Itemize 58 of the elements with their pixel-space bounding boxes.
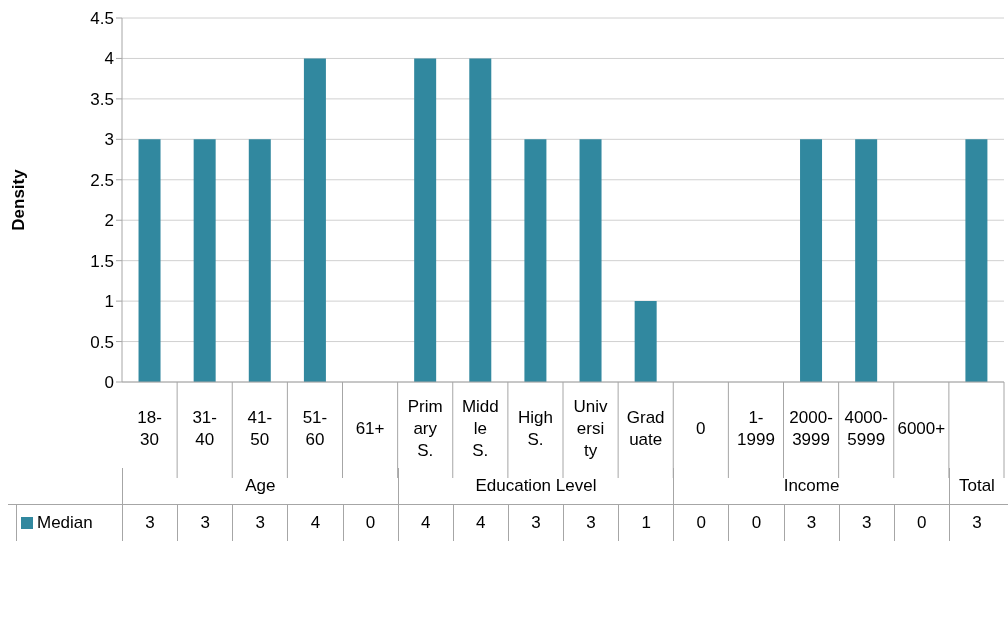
bar bbox=[855, 139, 878, 382]
text: Age bbox=[122, 468, 398, 504]
x-tick-label: Middle S. bbox=[461, 397, 499, 460]
x-tick-label: 31-40 bbox=[192, 408, 217, 449]
y-tick-label: 1.5 bbox=[90, 251, 114, 271]
data-label: 0 bbox=[893, 505, 949, 541]
y-tick-label: 0 bbox=[104, 373, 114, 393]
x-tick-label: Primary S. bbox=[407, 397, 443, 460]
data-label: 4 bbox=[452, 505, 508, 541]
bar bbox=[138, 139, 161, 382]
text: Education Level bbox=[397, 468, 674, 504]
data-label: 0 bbox=[673, 505, 729, 541]
legend-label: Median bbox=[37, 513, 93, 533]
data-label: 3 bbox=[563, 505, 619, 541]
x-tick-label: 51-60 bbox=[302, 408, 328, 449]
data-label: 0 bbox=[342, 505, 398, 541]
x-tick-label: 18-30 bbox=[137, 408, 162, 449]
data-label: 3 bbox=[507, 505, 563, 541]
text: Income bbox=[673, 468, 949, 504]
bar bbox=[634, 301, 657, 382]
y-tick-label: 3 bbox=[104, 130, 114, 150]
y-tick-label: 2 bbox=[104, 211, 114, 231]
bar bbox=[800, 139, 823, 382]
y-tick-label: 2.5 bbox=[90, 170, 114, 190]
y-tick-label: 4.5 bbox=[90, 9, 114, 29]
y-tick-label: 0.5 bbox=[90, 332, 114, 352]
bar bbox=[579, 139, 602, 382]
data-label: 3 bbox=[177, 505, 233, 541]
data-label: 3 bbox=[783, 505, 839, 541]
text: Total bbox=[948, 468, 1004, 504]
x-tick-label: 61+ bbox=[355, 419, 385, 438]
x-tick-label: 41-50 bbox=[247, 408, 273, 449]
y-axis-title: Density bbox=[9, 168, 29, 231]
x-tick-label: High S. bbox=[517, 408, 553, 449]
x-tick-label: 0 bbox=[696, 419, 706, 438]
x-tick-label: 1-1999 bbox=[737, 408, 775, 449]
x-tick-label: University bbox=[573, 397, 609, 460]
x-tick-label: 2000-3999 bbox=[789, 408, 833, 449]
x-tick-label: 4000-5999 bbox=[844, 408, 888, 449]
data-label: 4 bbox=[397, 505, 453, 541]
data-label: 3 bbox=[838, 505, 894, 541]
y-tick-label: 1 bbox=[104, 292, 114, 312]
bar bbox=[303, 58, 326, 382]
bar bbox=[965, 139, 988, 382]
data-label: 3 bbox=[232, 505, 288, 541]
bar bbox=[524, 139, 547, 382]
bar bbox=[414, 58, 437, 382]
x-tick-label: 6000+ bbox=[897, 419, 946, 438]
data-label: 0 bbox=[728, 505, 784, 541]
y-tick-label: 3.5 bbox=[90, 89, 114, 109]
data-label: 1 bbox=[618, 505, 674, 541]
data-label: 4 bbox=[287, 505, 343, 541]
data-label: 3 bbox=[948, 505, 1004, 541]
bar bbox=[248, 139, 271, 382]
bar bbox=[469, 58, 492, 382]
x-tick-label: Graduate bbox=[626, 408, 665, 449]
y-tick-label: 4 bbox=[104, 49, 114, 69]
bar bbox=[193, 139, 216, 382]
